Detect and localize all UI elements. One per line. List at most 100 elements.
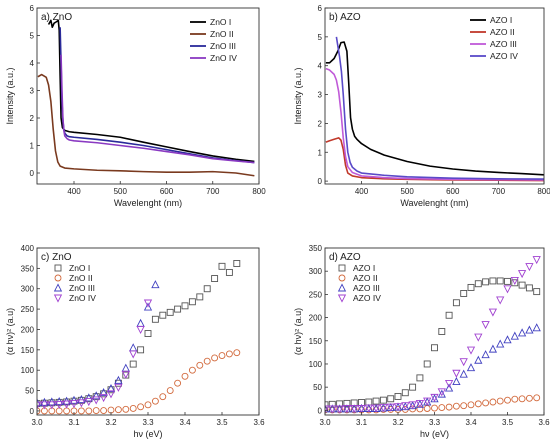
data-point xyxy=(328,400,336,408)
data-point xyxy=(408,401,417,410)
x-tick-label: 3.6 xyxy=(253,418,265,427)
data-point xyxy=(114,383,123,392)
data-point xyxy=(532,323,541,332)
data-point xyxy=(525,325,534,334)
x-tick: 3.6 xyxy=(253,412,265,427)
data-point xyxy=(444,380,454,389)
data-point xyxy=(77,399,86,408)
x-tick: 3.6 xyxy=(538,412,550,427)
y-tick-label: 1 xyxy=(30,142,35,151)
data-point xyxy=(488,344,498,353)
legend-item: AZO III xyxy=(337,283,380,293)
panel-title: d) AZO xyxy=(329,252,361,263)
data-point xyxy=(357,405,366,414)
x-tick: 3.4 xyxy=(179,412,191,427)
legend-label: AZO II xyxy=(490,27,515,37)
data-point xyxy=(159,393,167,401)
data-point xyxy=(460,290,468,297)
y-axis-label: (α hν)² (a.u) xyxy=(5,308,15,355)
y-tick-label: 200 xyxy=(21,325,35,334)
panel-title: a) ZnO xyxy=(41,12,72,23)
legend-label: AZO I xyxy=(490,15,512,25)
y-tick: 1 xyxy=(318,148,328,157)
legend: AZO I AZO II AZO III AZO IV xyxy=(470,15,518,61)
data-point xyxy=(467,283,475,291)
x-tick-label: 3.4 xyxy=(179,418,191,427)
data-point xyxy=(225,350,233,358)
y-axis-label: Intensity (a.u.) xyxy=(5,67,15,124)
x-tick: 3.4 xyxy=(465,412,477,427)
legend-marker xyxy=(53,294,63,303)
legend-label: ZnO III xyxy=(69,283,95,293)
x-tick-label: 400 xyxy=(67,187,81,196)
x-tick-label: 3.5 xyxy=(216,418,228,427)
x-tick-label: 700 xyxy=(492,187,506,196)
data-point xyxy=(37,401,42,410)
legend-item: ZnO II xyxy=(190,29,234,39)
data-point xyxy=(423,397,432,406)
data-point xyxy=(84,393,93,402)
data-point xyxy=(151,280,160,289)
x-tick: 800 xyxy=(537,181,550,196)
legend-item: AZO II xyxy=(470,27,515,37)
legend-item: ZnO III xyxy=(53,283,95,293)
y-tick: 5 xyxy=(30,32,40,41)
data-point xyxy=(438,328,446,335)
data-point xyxy=(466,363,476,372)
data-point xyxy=(47,401,56,410)
data-point xyxy=(63,407,71,415)
x-tick: 3.5 xyxy=(502,412,514,427)
data-point xyxy=(188,298,196,306)
x-tick-label: 3.2 xyxy=(392,418,404,427)
data-point xyxy=(452,299,460,307)
y-tick-label: 3 xyxy=(318,91,323,100)
data-point xyxy=(364,404,373,413)
data-point xyxy=(166,308,174,316)
data-point xyxy=(430,393,439,402)
data-point xyxy=(511,395,519,403)
y-axis-label: (α hν)² (a.u) xyxy=(293,308,303,355)
data-point xyxy=(401,402,410,411)
data-point xyxy=(69,395,79,404)
plot-area xyxy=(325,36,544,182)
data-point xyxy=(188,366,196,374)
data-point xyxy=(92,407,100,414)
data-point xyxy=(416,405,424,413)
data-point xyxy=(144,401,152,409)
data-point xyxy=(203,285,211,293)
data-point xyxy=(84,398,93,407)
data-point xyxy=(431,404,438,412)
data-point xyxy=(114,375,123,384)
data-point xyxy=(466,346,476,355)
data-point xyxy=(496,397,504,405)
data-point xyxy=(525,284,533,292)
x-tick: 3.5 xyxy=(216,412,228,427)
data-point xyxy=(69,400,79,409)
y-tick-label: 150 xyxy=(21,346,35,355)
data-point xyxy=(496,296,505,305)
x-tick-label: 800 xyxy=(537,187,550,196)
legend-marker xyxy=(338,274,346,282)
data-point xyxy=(136,318,145,327)
y-tick: 0 xyxy=(30,407,40,416)
y-tick-label: 5 xyxy=(318,33,323,42)
y-tick: 100 xyxy=(21,366,40,375)
data-point xyxy=(233,349,241,357)
x-tick-label: 3.1 xyxy=(68,418,80,427)
y-tick: 0 xyxy=(318,177,328,186)
data-point xyxy=(517,270,527,279)
data-point xyxy=(460,402,468,410)
data-point xyxy=(387,395,395,403)
data-point xyxy=(379,404,388,413)
data-point xyxy=(504,277,511,285)
data-point xyxy=(218,262,226,270)
legend-label: ZnO II xyxy=(69,273,93,283)
data-point xyxy=(92,396,101,405)
x-tick: 600 xyxy=(160,181,174,196)
x-tick-label: 3.5 xyxy=(502,418,514,427)
legend-item: AZO I xyxy=(470,15,512,25)
data-point xyxy=(423,405,431,412)
data-point xyxy=(481,350,490,359)
data-point xyxy=(393,403,403,412)
